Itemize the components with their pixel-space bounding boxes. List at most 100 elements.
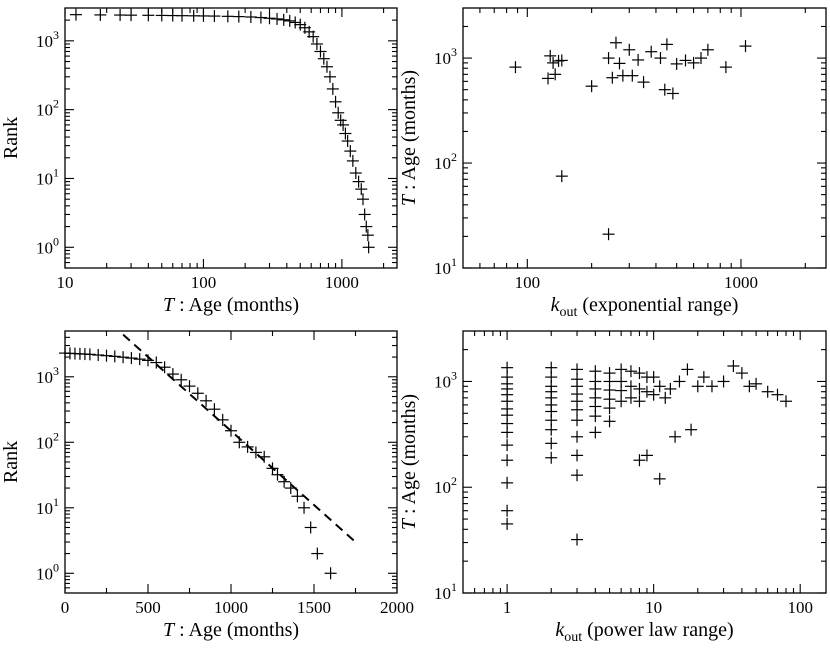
data-point [323, 70, 336, 83]
data-point [329, 95, 342, 108]
y-tick-label: 103 [36, 28, 59, 51]
chart-top-right: 100 1000 101 102 103 kout (exponential range)… [398, 7, 827, 320]
data-point [320, 60, 333, 73]
y-axis-label: T : Age (months) [398, 70, 420, 206]
data-point [660, 38, 673, 51]
x-tick-label: 1000 [325, 273, 359, 292]
data-point [633, 454, 646, 467]
x-tick-label: 500 [135, 598, 161, 617]
y-axis-label: Rank [0, 441, 22, 483]
y-tick-label: 100 [36, 234, 59, 257]
data-point [92, 349, 105, 362]
data-point [571, 430, 584, 443]
y-tick-label: 102 [36, 429, 59, 452]
data-point [673, 375, 686, 388]
data-point [166, 368, 179, 381]
data-point [334, 114, 347, 127]
data-point [609, 36, 622, 49]
data-point [771, 388, 784, 401]
data-point [337, 118, 350, 131]
y-tick-label: 101 [434, 580, 457, 603]
data-point [150, 356, 163, 369]
x-tick-label: 1000 [724, 273, 758, 292]
data-point [679, 54, 692, 67]
data-point [691, 380, 704, 393]
data-point [362, 241, 375, 254]
chart-bottom-left: 0 500 1000 1500 2000 100 101 102 103 T : Age (mon… [0, 330, 414, 641]
data-point [271, 12, 284, 25]
data-point [358, 208, 371, 221]
data-point [549, 68, 562, 81]
data-point [360, 220, 373, 233]
y-tick-label: 103 [434, 368, 457, 391]
data-point [669, 430, 682, 443]
data-point [659, 391, 672, 404]
data-point [311, 547, 324, 560]
x-tick-label: 1000 [214, 598, 248, 617]
data-point [289, 16, 302, 29]
data-point [117, 351, 130, 364]
data-point [685, 423, 698, 436]
data-point [314, 45, 327, 58]
x-tick-label: 100 [787, 598, 813, 617]
data-point [291, 490, 304, 503]
data-point [658, 83, 671, 96]
data-point [326, 82, 339, 95]
data-point [263, 12, 276, 25]
data-point [555, 54, 568, 67]
data-point [545, 451, 558, 464]
data-point [632, 53, 645, 66]
data-point [501, 426, 514, 439]
data-point [341, 135, 354, 148]
data-point [615, 395, 628, 408]
data-point [687, 56, 700, 69]
data-point [571, 403, 584, 416]
data-point [501, 454, 514, 467]
y-tick-label: 103 [36, 364, 59, 387]
data-point [142, 9, 155, 22]
y-tick-label: 101 [36, 165, 59, 188]
x-tick-label: 0 [61, 598, 70, 617]
data-point [197, 9, 210, 22]
x-axis-label: T : Age (months) [163, 619, 299, 641]
data-point [624, 380, 637, 393]
data-point [717, 375, 730, 388]
data-point [356, 193, 369, 206]
data-point [108, 350, 121, 363]
data-point [258, 450, 271, 463]
data-point [695, 52, 708, 65]
data-point [654, 52, 667, 65]
data-point [344, 145, 357, 158]
data-point [589, 410, 602, 423]
data-point [271, 468, 284, 481]
y-tick-label: 102 [434, 474, 457, 497]
chart-bottom-right: 1 10 100 101 102 103 kout (power law range) T :… [398, 330, 827, 645]
data-point [626, 69, 639, 82]
data-point [603, 402, 616, 415]
data-point [761, 385, 774, 398]
data-point [501, 517, 514, 530]
data-point [739, 40, 752, 53]
data-point [589, 426, 602, 439]
data-point [266, 462, 279, 475]
data-point [249, 446, 262, 459]
data-point [647, 388, 660, 401]
data-point [545, 423, 558, 436]
data-point [200, 394, 213, 407]
data-point [603, 415, 616, 428]
data-point [216, 413, 229, 426]
data-point [69, 8, 82, 21]
data-point [571, 533, 584, 546]
x-tick-label: 1500 [297, 598, 331, 617]
data-point [735, 367, 748, 380]
data-point [606, 71, 619, 84]
data-point [83, 348, 96, 361]
data-point [670, 57, 683, 70]
data-point [355, 183, 368, 196]
data-point [332, 106, 345, 119]
data-point [176, 9, 189, 22]
data-point [697, 371, 710, 384]
plot-frame [462, 330, 827, 594]
data-point [640, 449, 653, 462]
